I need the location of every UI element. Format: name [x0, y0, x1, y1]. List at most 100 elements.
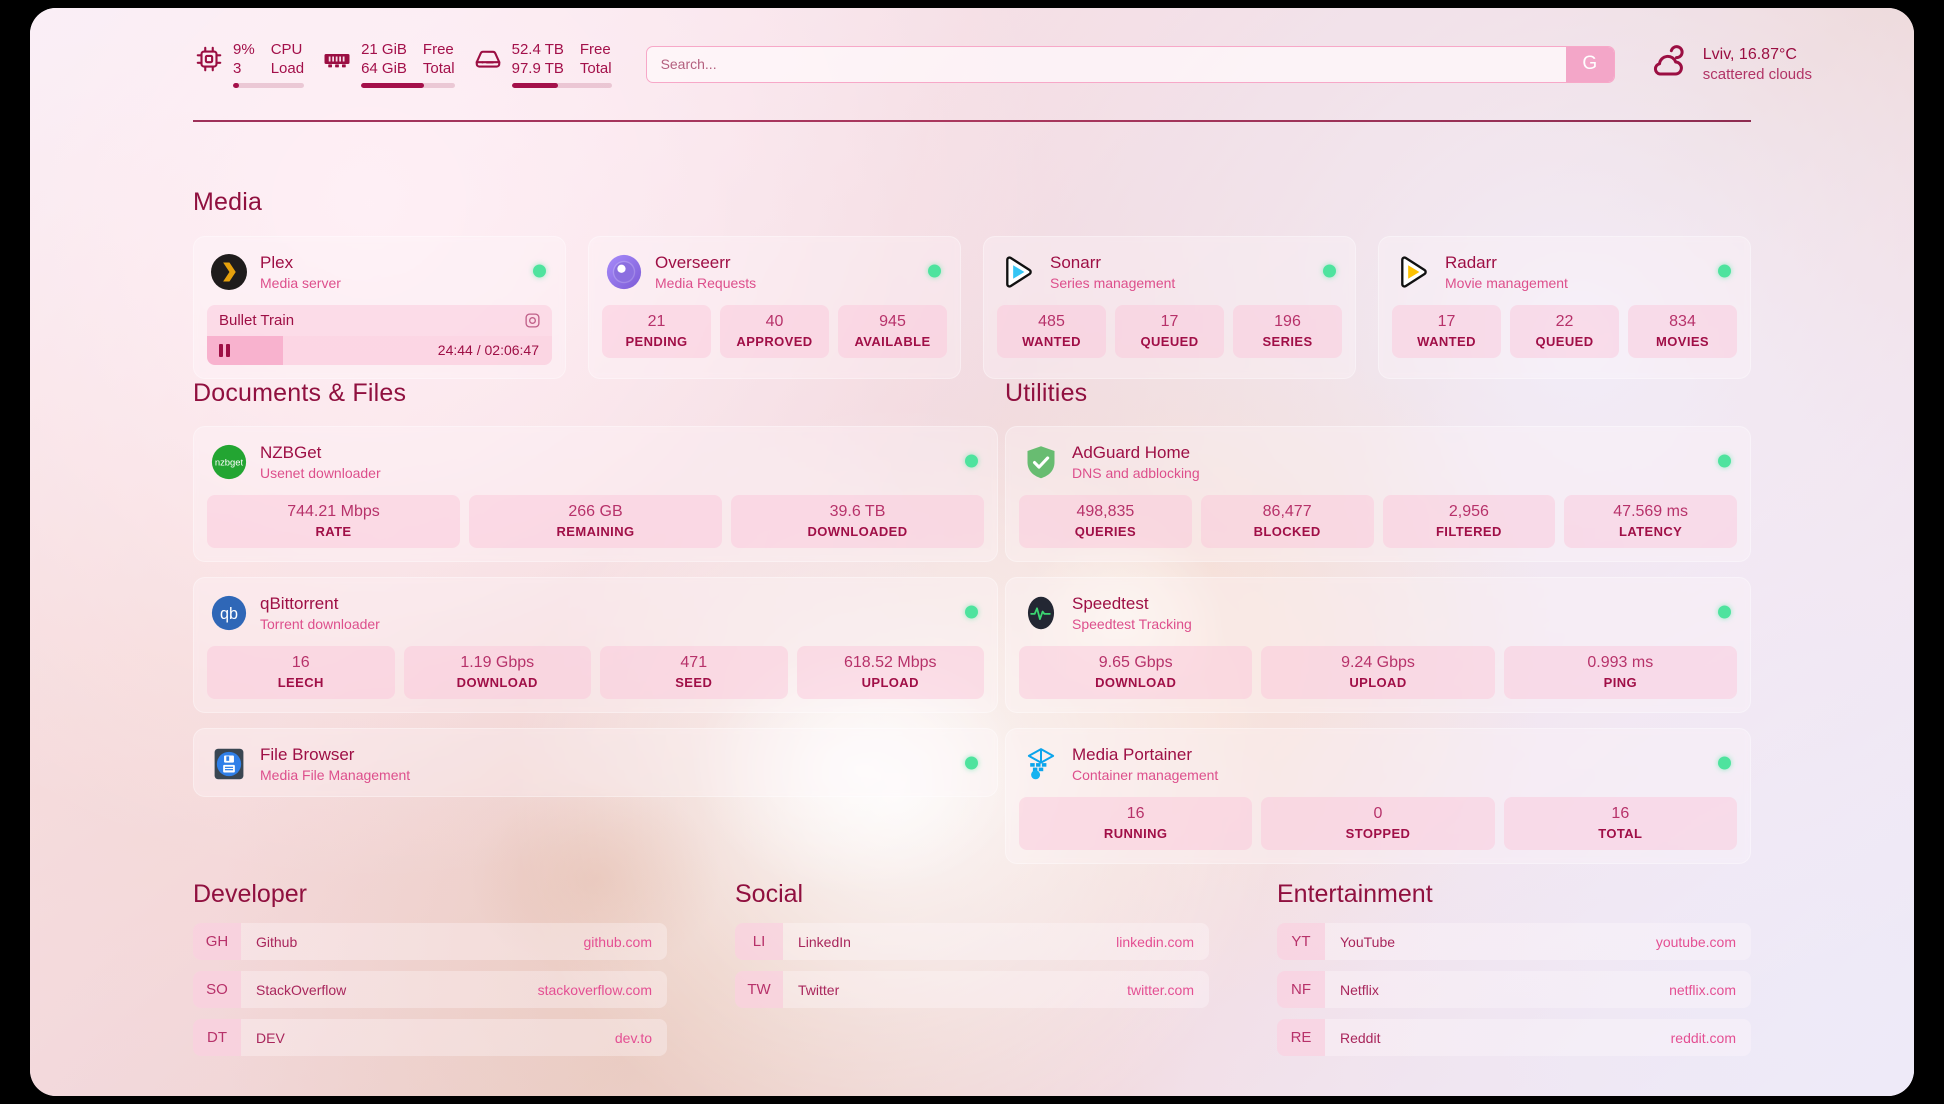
bookmark-link[interactable]: DT DEV dev.to — [193, 1019, 667, 1056]
app-card-header: Radarr Movie management — [1392, 250, 1737, 291]
status-badge — [928, 264, 941, 277]
app-card[interactable]: Media Portainer Container management 16 RUN… — [1005, 728, 1751, 864]
bookmark-link[interactable]: GH Github github.com — [193, 923, 667, 960]
app-card[interactable]: AdGuard Home DNS and adblocking 498,835 QUE… — [1005, 426, 1751, 562]
bookmark-link[interactable]: TW Twitter twitter.com — [735, 971, 1209, 1008]
app-stat-value: 47.569 ms — [1613, 503, 1688, 520]
app-stat-label: FILTERED — [1435, 524, 1502, 539]
app-card[interactable]: File Browser Media File Management — [193, 728, 998, 797]
app-name: AdGuard Home — [1072, 443, 1191, 462]
cloud-icon — [1649, 44, 1689, 84]
nzbget-icon: nzbget — [211, 444, 247, 480]
app-stat: 498,835 QUERIES — [1019, 495, 1192, 548]
app-stat-label: DOWNLOAD — [456, 675, 538, 690]
app-card-text: NZBGet Usenet downloader — [260, 443, 381, 481]
system-stat-values: 52.4 TB 97.9 TB — [512, 41, 564, 78]
app-stat: 9.24 Gbps UPLOAD — [1261, 646, 1495, 699]
search-input[interactable] — [646, 46, 1566, 82]
app-name: Radarr — [1445, 253, 1497, 272]
app-stat: 196 SERIES — [1233, 305, 1342, 358]
app-card[interactable]: Sonarr Series management 485 WANTED 17 QUEUED… — [983, 236, 1356, 379]
app-stat-value: 16 — [291, 654, 310, 671]
bookmark-group-title: Developer — [193, 880, 307, 908]
app-stat-label: DOWNLOADED — [807, 524, 908, 539]
app-card[interactable]: Plex Media server Bullet Train 24:44 / 02:0… — [193, 236, 566, 379]
bookmark-link[interactable]: NF Netflix netflix.com — [1277, 971, 1751, 1008]
app-stat: 945 AVAILABLE — [838, 305, 947, 358]
bookmark-link[interactable]: LI LinkedIn linkedin.com — [735, 923, 1209, 960]
header-bar: 9% 3 CPU Load 21 GiB 64 GiB Free Total 52.4 TB 97… — [30, 8, 1914, 120]
cpu-icon — [194, 44, 224, 74]
app-description: Torrent downloader — [260, 616, 380, 632]
app-card[interactable]: Radarr Movie management 17 WANTED 22 QUEUED 83… — [1378, 236, 1751, 379]
app-card-header: Plex Media server — [207, 250, 552, 291]
status-badge — [1718, 264, 1731, 277]
bookmark-abbr: DT — [193, 1019, 241, 1056]
app-stat-label: PENDING — [625, 334, 688, 349]
documents-section: Documents & Files nzbget NZBGet Usenet dow… — [193, 379, 998, 797]
portainer-icon — [1023, 746, 1059, 782]
app-card[interactable]: Overseerr Media Requests 21 PENDING 40 APPROV… — [588, 236, 961, 379]
system-stat-body: 52.4 TB 97.9 TB Free Total — [511, 41, 612, 88]
bookmark-url: twitter.com — [1127, 981, 1194, 998]
app-stat-label: QUEUED — [1535, 334, 1594, 349]
app-stat: 266 GB REMAINING — [469, 495, 722, 548]
status-badge — [1718, 756, 1731, 769]
status-badge — [1323, 264, 1336, 277]
app-stat: 40 APPROVED — [720, 305, 829, 358]
app-card-header: Overseerr Media Requests — [602, 250, 947, 291]
system-stat: 52.4 TB 97.9 TB Free Total — [473, 41, 612, 88]
bookmark-link[interactable]: RE Reddit reddit.com — [1277, 1019, 1751, 1056]
google-icon[interactable]: G — [1565, 46, 1614, 82]
system-stat-rows: 9% 3 CPU Load — [233, 41, 304, 78]
app-card[interactable]: qb qBittorrent Torrent downloader 16 LEECH 1.… — [193, 577, 998, 713]
pause-icon[interactable] — [219, 343, 230, 357]
app-stat: 16 RUNNING — [1019, 797, 1253, 850]
bookmark-name: Netflix — [1340, 981, 1379, 998]
system-stat-label-primary: Free — [422, 40, 454, 58]
bookmark-group: Social LI LinkedIn linkedin.com TW Twitter twi… — [735, 880, 1209, 1067]
app-stat-value: 39.6 TB — [829, 503, 886, 520]
bookmark-group: Developer GH Github github.com SO StackOverfl… — [193, 880, 667, 1067]
app-card-text: Plex Media server — [260, 253, 341, 291]
app-stat-label: WANTED — [1022, 334, 1081, 349]
app-card-text: File Browser Media File Management — [260, 745, 410, 783]
app-description: Media Requests — [655, 275, 757, 291]
app-name: Media Portainer — [1072, 745, 1193, 764]
app-stat: 16 TOTAL — [1503, 797, 1737, 850]
now-playing-progress[interactable]: 24:44 / 02:06:47 — [207, 336, 552, 365]
now-playing: Bullet Train 24:44 / 02:06:47 — [207, 305, 552, 365]
filebrowser-icon — [211, 746, 247, 782]
system-stat-labels: Free Total — [423, 41, 455, 78]
app-stat-label: QUEUED — [1140, 334, 1199, 349]
status-badge — [965, 605, 978, 618]
system-stat-body: 9% 3 CPU Load — [233, 41, 305, 88]
app-stat: 0 STOPPED — [1261, 797, 1495, 850]
app-stat: 9.65 Gbps DOWNLOAD — [1019, 646, 1253, 699]
app-card[interactable]: Speedtest Speedtest Tracking 9.65 Gbps DOWN… — [1005, 577, 1751, 713]
app-card[interactable]: nzbget NZBGet Usenet downloader 744.21 Mbps… — [193, 426, 998, 562]
documents-section-title: Documents & Files — [193, 379, 407, 407]
app-stat-label: STOPPED — [1345, 826, 1411, 841]
app-stat-value: 40 — [765, 313, 784, 330]
documents-cards: nzbget NZBGet Usenet downloader 744.21 Mbps… — [193, 426, 998, 797]
bookmark-name: Twitter — [798, 981, 840, 998]
app-stat: 0.993 ms PING — [1503, 646, 1737, 699]
app-stat-label: MOVIES — [1656, 334, 1709, 349]
utilities-section-title: Utilities — [1005, 379, 1088, 407]
app-stat-label: TOTAL — [1598, 826, 1643, 841]
bookmark-abbr: YT — [1277, 923, 1325, 960]
system-stat-label-secondary: Total — [579, 59, 612, 77]
app-stat-label: SEED — [675, 675, 713, 690]
bookmark-link[interactable]: YT YouTube youtube.com — [1277, 923, 1751, 960]
search-bar[interactable]: G — [645, 45, 1615, 83]
system-stat-bar — [361, 82, 455, 88]
app-stat-label: APPROVED — [736, 334, 813, 349]
bookmark-url: github.com — [583, 933, 652, 950]
bookmark-link[interactable]: SO StackOverflow stackoverflow.com — [193, 971, 667, 1008]
system-stat-value-secondary: 97.9 TB — [511, 59, 564, 77]
ram-icon — [322, 44, 352, 74]
status-badge — [965, 454, 978, 467]
now-playing-title-row: Bullet Train — [207, 305, 552, 336]
app-stat: 17 QUEUED — [1115, 305, 1224, 358]
